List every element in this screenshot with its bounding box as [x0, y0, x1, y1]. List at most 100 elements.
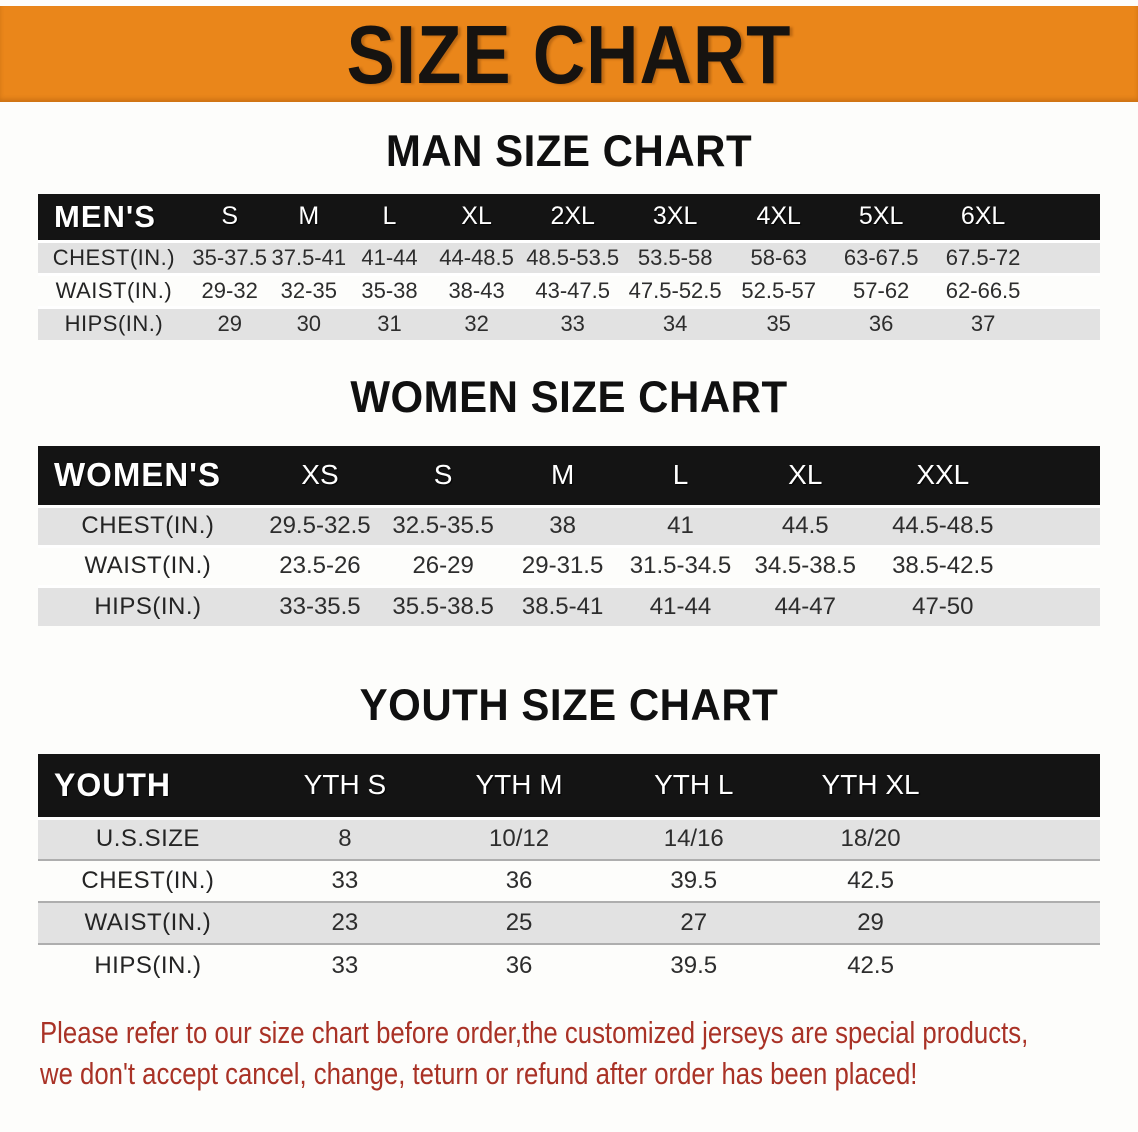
- size-value-cell: 30: [269, 305, 349, 340]
- spacer-cell: [959, 816, 1100, 860]
- spacer-cell: [1034, 239, 1100, 274]
- disclaimer-line-2: we don't accept cancel, change, teturn o…: [40, 1056, 918, 1091]
- row-label: HIPS(IN.): [38, 305, 190, 340]
- size-column-header: YTH L: [606, 754, 782, 818]
- size-value-cell: 52.5-57: [727, 272, 831, 307]
- size-value-cell: 37: [932, 305, 1035, 340]
- table-row: CHEST(IN.) 29.5-32.5 32.5-35.5 38 41 44.5 44.5…: [38, 504, 1100, 546]
- disclaimer-line-1: Please refer to our size chart before or…: [40, 1015, 1029, 1050]
- table-row: HIPS(IN.) 33-35.5 35.5-38.5 38.5-41 41-44 44-…: [38, 584, 1100, 626]
- size-column-header: 2XL: [522, 194, 624, 241]
- size-value-cell: 33: [522, 305, 624, 340]
- size-value-cell: 42.5: [781, 859, 960, 902]
- size-value-cell: 41: [621, 504, 740, 546]
- size-value-cell: 36: [830, 305, 933, 340]
- youth-size-table: YOUTH YTH S YTH M YTH L YTH XL U.S.SIZE 8 10/12…: [38, 754, 1100, 986]
- size-value-cell: 27: [606, 901, 782, 944]
- table-row: WAIST(IN.) 29-32 32-35 35-38 38-43 43-47.5 47.…: [38, 272, 1100, 307]
- table-row: CHEST(IN.) 33 36 39.5 42.5: [38, 859, 1100, 902]
- size-value-cell: 38.5-41: [504, 584, 622, 626]
- women-size-table: WOMEN'S XS S M L XL XXL CHEST(IN.) 29.5-32.5 32.5…: [38, 446, 1100, 626]
- youth-table-corner-label: YOUTH: [38, 754, 258, 818]
- size-value-cell: 44-47: [739, 584, 871, 626]
- size-value-cell: 32.5-35.5: [382, 504, 505, 546]
- row-label: U.S.SIZE: [38, 816, 258, 860]
- size-value-cell: 10/12: [431, 816, 607, 860]
- size-value-cell: 63-67.5: [830, 239, 933, 274]
- table-header-row: MEN'S S M L XL 2XL 3XL 4XL 5XL 6XL: [38, 194, 1100, 241]
- size-value-cell: 47-50: [870, 584, 1015, 626]
- size-value-cell: 32-35: [269, 272, 349, 307]
- table-header-row: YOUTH YTH S YTH M YTH L YTH XL: [38, 754, 1100, 818]
- size-value-cell: 26-29: [382, 544, 505, 586]
- size-value-cell: 32: [430, 305, 523, 340]
- size-value-cell: 33: [257, 943, 432, 986]
- size-value-cell: 36: [431, 943, 607, 986]
- size-value-cell: 44.5: [739, 504, 871, 546]
- size-value-cell: 23: [257, 901, 432, 944]
- row-label: HIPS(IN.): [38, 584, 258, 626]
- size-value-cell: 37.5-41: [269, 239, 349, 274]
- spacer-cell: [1015, 584, 1100, 626]
- table-row: HIPS(IN.) 33 36 39.5 42.5: [38, 943, 1100, 986]
- size-value-cell: 29-32: [189, 272, 270, 307]
- men-table-corner-label: MEN'S: [38, 194, 190, 241]
- size-column-header: YTH XL: [781, 754, 960, 818]
- size-value-cell: 39.5: [606, 859, 782, 902]
- table-row: U.S.SIZE 8 10/12 14/16 18/20: [38, 816, 1100, 860]
- spacer-cell: [959, 901, 1100, 944]
- men-section-title: MAN SIZE CHART: [385, 125, 753, 176]
- size-column-header: 5XL: [830, 194, 933, 241]
- size-column-header: YTH M: [431, 754, 607, 818]
- size-value-cell: 29: [781, 901, 960, 944]
- row-label: WAIST(IN.): [38, 272, 190, 307]
- size-column-header: 3XL: [623, 194, 728, 241]
- size-column-header: S: [382, 446, 505, 506]
- size-value-cell: 35-37.5: [189, 239, 270, 274]
- section-women: WOMEN SIZE CHART WOMEN'S XS S M L XL XXL CHEST(…: [0, 372, 1138, 626]
- size-value-cell: 43-47.5: [522, 272, 624, 307]
- spacer-cell: [1015, 446, 1100, 506]
- size-value-cell: 33-35.5: [257, 584, 383, 626]
- spacer-cell: [959, 754, 1100, 818]
- size-value-cell: 31: [348, 305, 431, 340]
- size-value-cell: 67.5-72: [932, 239, 1035, 274]
- size-value-cell: 34.5-38.5: [739, 544, 871, 586]
- size-value-cell: 23.5-26: [257, 544, 383, 586]
- women-table-corner-label: WOMEN'S: [38, 446, 258, 506]
- size-column-header: M: [269, 194, 349, 241]
- size-value-cell: 18/20: [781, 816, 960, 860]
- row-label: WAIST(IN.): [38, 901, 258, 944]
- size-value-cell: 38.5-42.5: [870, 544, 1015, 586]
- banner-title: SIZE CHART: [346, 7, 792, 101]
- size-column-header: XL: [739, 446, 871, 506]
- table-header-row: WOMEN'S XS S M L XL XXL: [38, 446, 1100, 506]
- size-value-cell: 44.5-48.5: [870, 504, 1015, 546]
- size-column-header: S: [189, 194, 270, 241]
- size-value-cell: 33: [257, 859, 432, 902]
- size-value-cell: 41-44: [348, 239, 431, 274]
- table-row: HIPS(IN.) 29 30 31 32 33 34 35 36 37: [38, 305, 1100, 340]
- size-value-cell: 53.5-58: [623, 239, 728, 274]
- size-column-header: XXL: [870, 446, 1015, 506]
- size-value-cell: 58-63: [727, 239, 831, 274]
- section-youth: YOUTH SIZE CHART YOUTH YTH S YTH M YTH L YTH…: [0, 680, 1138, 986]
- size-value-cell: 36: [431, 859, 607, 902]
- spacer-cell: [1034, 272, 1100, 307]
- size-value-cell: 42.5: [781, 943, 960, 986]
- size-value-cell: 44-48.5: [430, 239, 523, 274]
- spacer-cell: [1034, 305, 1100, 340]
- size-value-cell: 62-66.5: [932, 272, 1035, 307]
- size-column-header: XS: [257, 446, 383, 506]
- table-row: WAIST(IN.) 23.5-26 26-29 29-31.5 31.5-34.5 34…: [38, 544, 1100, 586]
- size-value-cell: 35-38: [348, 272, 431, 307]
- size-value-cell: 48.5-53.5: [522, 239, 624, 274]
- size-value-cell: 8: [257, 816, 432, 860]
- row-label: CHEST(IN.): [38, 239, 190, 274]
- size-column-header: YTH S: [257, 754, 432, 818]
- disclaimer: Please refer to our size chart before or…: [40, 1012, 1138, 1094]
- size-value-cell: 47.5-52.5: [623, 272, 728, 307]
- size-value-cell: 38: [504, 504, 622, 546]
- row-label: WAIST(IN.): [38, 544, 258, 586]
- spacer-cell: [959, 943, 1100, 986]
